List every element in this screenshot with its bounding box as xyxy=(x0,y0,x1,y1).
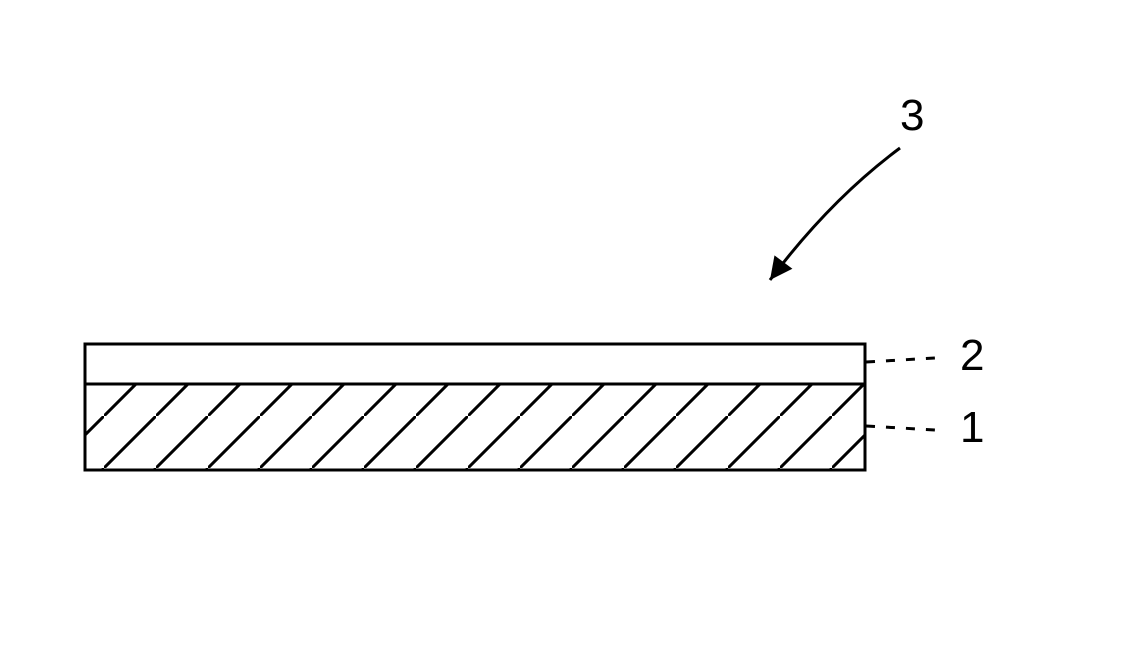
layer-substrate-hatch xyxy=(85,384,865,470)
layer-top-layer xyxy=(85,344,865,384)
diagram-canvas: 1 2 3 xyxy=(0,0,1126,664)
assembly-label: 3 xyxy=(900,91,924,140)
leader-substrate xyxy=(866,426,935,430)
leader-top-layer xyxy=(866,358,935,362)
label-substrate: 1 xyxy=(960,403,984,452)
label-top-layer: 2 xyxy=(960,331,984,380)
assembly-arrowhead xyxy=(770,255,792,280)
assembly-leader-curve xyxy=(770,148,900,280)
